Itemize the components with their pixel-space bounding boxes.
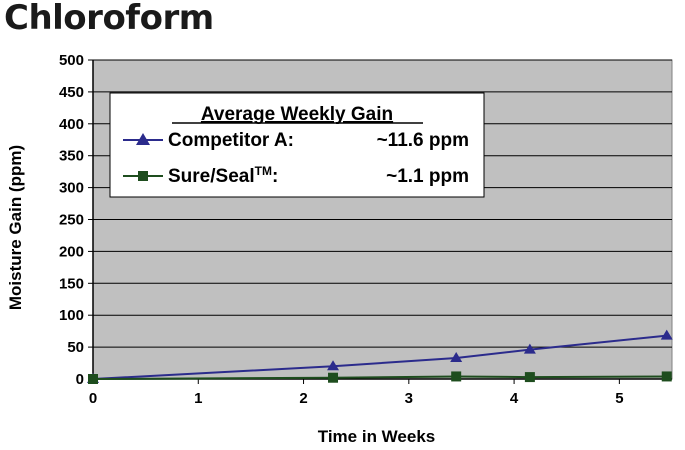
x-tick-label: 0 [89, 390, 97, 407]
x-tick-label: 3 [405, 390, 413, 407]
data-point [450, 351, 463, 362]
chart-title: Chloroform [4, 0, 214, 38]
legend-label-colon: : [272, 166, 278, 187]
series-sure-seal [88, 371, 672, 384]
y-tick-label: 150 [59, 275, 84, 292]
y-tick-label: 450 [59, 84, 84, 101]
y-tick-label: 300 [59, 180, 84, 197]
legend-box [109, 92, 485, 198]
series-layer [87, 329, 673, 384]
data-point [523, 343, 536, 354]
legend-value-sure-seal: ~1.1 ppm [386, 166, 469, 187]
data-point [661, 371, 672, 382]
legend-value-competitor-a: ~11.6 ppm [377, 130, 469, 151]
y-tick-label: 0 [76, 371, 84, 388]
data-point [660, 329, 673, 340]
legend-label-sure-seal-name: Sure/Seal [168, 166, 255, 187]
y-tick-label: 50 [67, 339, 84, 356]
data-point [524, 372, 535, 383]
y-tick-label: 250 [59, 212, 84, 229]
y-axis-title: Moisture Gain (ppm) [6, 145, 25, 310]
x-tick-label: 4 [510, 390, 519, 407]
legend: Average Weekly Gain Competitor A: ~11.6 pp… [109, 92, 485, 198]
x-axis-title: Time in Weeks [318, 427, 435, 446]
y-axis-ticks: 0 50 100 150 200 250 300 350 400 450 500 [59, 52, 94, 388]
data-point [327, 360, 340, 371]
y-tick-label: 500 [59, 52, 84, 69]
legend-label-trademark: TM [255, 164, 272, 178]
data-point [328, 372, 339, 383]
x-tick-label: 2 [299, 390, 307, 407]
y-tick-label: 100 [59, 307, 84, 324]
legend-swatch-triangle [136, 133, 150, 145]
y-tick-label: 400 [59, 116, 84, 133]
legend-swatch-square [138, 171, 148, 181]
legend-label-sure-seal: Sure/SealTM: [168, 164, 278, 187]
x-tick-label: 5 [615, 390, 623, 407]
data-point [451, 371, 462, 382]
x-tick-label: 1 [194, 390, 202, 407]
x-axis-ticks: 0 1 2 3 4 5 [89, 378, 672, 407]
y-tick-label: 200 [59, 243, 84, 260]
y-tick-label: 350 [59, 148, 84, 165]
legend-title: Average Weekly Gain [201, 104, 393, 125]
legend-label-competitor-a: Competitor A: [168, 130, 294, 151]
data-point [88, 374, 98, 384]
